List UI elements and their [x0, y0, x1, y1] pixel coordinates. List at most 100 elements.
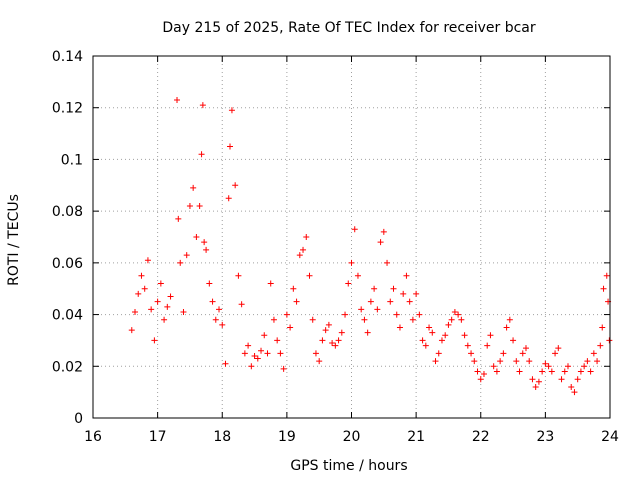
data-point	[416, 311, 423, 318]
data-point	[148, 306, 155, 313]
data-point	[600, 285, 607, 292]
data-point	[539, 368, 546, 375]
data-point	[561, 368, 568, 375]
data-point	[312, 350, 319, 357]
data-point	[201, 239, 208, 246]
x-tick-label: 21	[407, 429, 425, 445]
data-point	[380, 228, 387, 235]
data-point	[516, 368, 523, 375]
data-point	[429, 329, 436, 336]
data-point	[548, 368, 555, 375]
data-point	[206, 280, 213, 287]
data-point	[241, 350, 248, 357]
data-point	[419, 337, 426, 344]
data-point	[325, 321, 332, 328]
x-tick-label: 24	[601, 429, 619, 445]
data-point	[216, 306, 223, 313]
data-point	[584, 358, 591, 365]
data-point	[303, 234, 310, 240]
y-tick-label: 0.12	[52, 101, 83, 117]
data-point	[455, 311, 462, 318]
data-point	[387, 298, 394, 305]
data-point	[522, 345, 529, 352]
data-point	[529, 376, 536, 383]
data-point	[174, 96, 181, 103]
data-point	[309, 316, 316, 323]
data-point	[332, 342, 339, 349]
data-point	[322, 327, 329, 334]
x-tick-label: 22	[472, 429, 490, 445]
x-tick-label: 17	[149, 429, 167, 445]
data-point	[280, 365, 287, 372]
chart-title: Day 215 of 2025, Rate Of TEC Index for r…	[162, 20, 536, 36]
y-tick-label: 0.08	[52, 204, 83, 220]
data-point	[471, 358, 478, 365]
data-point	[132, 308, 139, 315]
data-point	[552, 350, 559, 357]
y-tick-label: 0.14	[52, 49, 83, 65]
y-tick-label: 0.04	[52, 308, 83, 324]
data-point	[558, 376, 565, 383]
y-axis-tick-labels: 0 0.02 0.04 0.06 0.08 0.1 0.12 0.14	[52, 49, 83, 427]
data-point	[293, 298, 300, 305]
data-point	[248, 363, 255, 370]
data-point	[186, 202, 193, 209]
data-point	[261, 332, 268, 339]
data-point	[319, 337, 326, 344]
data-point	[364, 329, 371, 336]
x-tick-label: 18	[213, 429, 231, 445]
grid-layer	[93, 56, 610, 418]
data-point	[358, 306, 365, 313]
x-tick-label: 23	[536, 429, 554, 445]
data-point	[227, 143, 234, 150]
data-point	[432, 358, 439, 365]
data-point	[258, 347, 265, 354]
data-point	[222, 360, 229, 367]
data-point	[154, 298, 161, 305]
data-point	[345, 280, 352, 287]
data-point	[574, 376, 581, 383]
data-point	[526, 358, 533, 365]
data-point	[458, 316, 465, 323]
data-point	[296, 252, 303, 259]
data-point	[212, 316, 219, 323]
data-point	[390, 285, 397, 292]
data-point	[238, 301, 245, 308]
data-point	[361, 316, 368, 323]
data-point	[277, 350, 284, 357]
data-point	[335, 337, 342, 344]
data-point	[141, 285, 148, 292]
data-point	[597, 342, 604, 349]
data-point	[384, 259, 391, 266]
x-axis-tick-labels: 16 17 18 19 20 21 22 23 24	[84, 429, 619, 445]
data-point	[532, 383, 539, 390]
data-point	[438, 337, 445, 344]
data-point	[599, 324, 606, 331]
data-point	[442, 332, 449, 339]
data-point	[503, 324, 510, 331]
data-point	[183, 252, 190, 259]
data-point	[354, 272, 361, 279]
data-point	[283, 311, 290, 318]
data-point	[203, 246, 210, 253]
data-point	[161, 316, 168, 323]
data-point	[267, 280, 274, 287]
data-point	[228, 107, 235, 114]
data-point	[590, 350, 597, 357]
data-point	[545, 363, 552, 370]
data-point	[535, 378, 542, 385]
x-tick-label: 16	[84, 429, 102, 445]
data-point	[426, 324, 433, 331]
data-point	[581, 363, 588, 370]
data-point	[374, 306, 381, 313]
data-point	[406, 298, 413, 305]
x-axis-label: GPS time / hours	[290, 458, 407, 474]
data-point	[500, 350, 507, 357]
data-point	[464, 342, 471, 349]
data-point	[193, 234, 200, 240]
data-point	[568, 383, 575, 390]
data-point	[144, 257, 151, 264]
y-tick-label: 0.02	[52, 359, 83, 375]
data-point	[190, 184, 197, 191]
data-point	[245, 342, 252, 349]
